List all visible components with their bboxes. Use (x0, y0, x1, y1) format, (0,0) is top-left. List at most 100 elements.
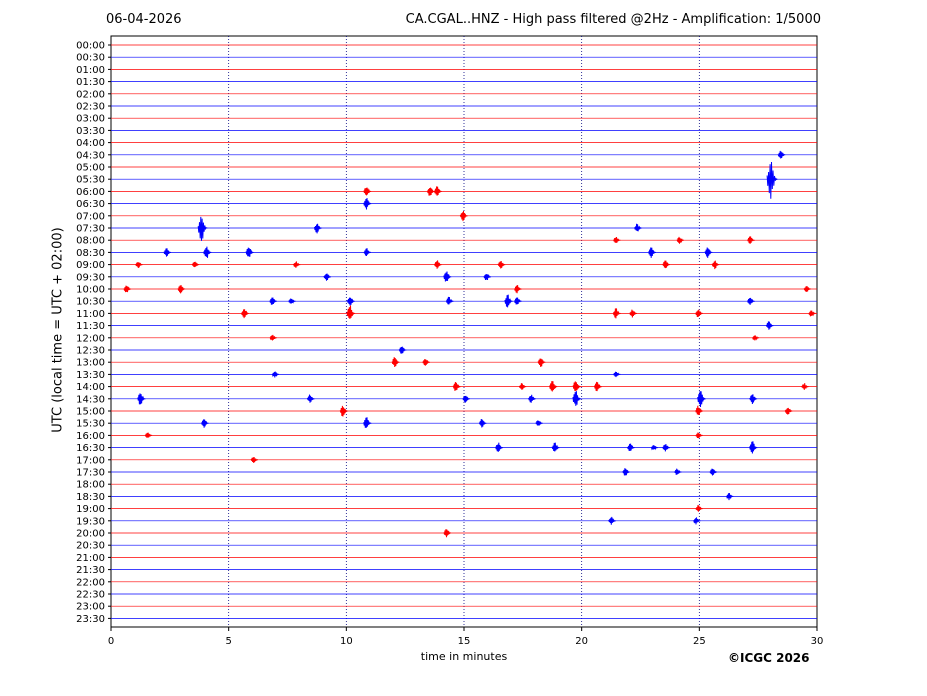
seismic-event (495, 442, 503, 452)
seismic-event (572, 391, 582, 406)
y-tick-label: 09:30 (76, 272, 105, 283)
y-tick-label: 01:00 (76, 65, 105, 76)
y-tick-label: 02:30 (76, 102, 105, 113)
seismic-event (704, 247, 713, 258)
seismic-event (250, 456, 258, 463)
seismic-event (608, 516, 616, 525)
chart-title: CA.CGAL..HNZ - High pass filtered @2Hz -… (405, 12, 821, 27)
y-tick-label: 21:30 (76, 565, 105, 576)
seismic-event (514, 285, 522, 294)
seismic-event (747, 236, 755, 244)
copyright-label: ©ICGC 2026 (728, 651, 810, 665)
seismic-event (346, 297, 355, 306)
seismic-event (245, 247, 254, 257)
x-tick-label: 0 (108, 636, 114, 647)
seismic-event (662, 444, 670, 452)
y-tick-label: 00:00 (76, 41, 105, 52)
seismic-event (443, 271, 452, 282)
seismic-event (749, 441, 758, 454)
y-tick-label: 07:30 (76, 224, 105, 235)
y-tick-label: 13:00 (76, 358, 105, 369)
seismic-event (271, 371, 280, 378)
seismic-event (203, 246, 212, 258)
seismic-event (709, 468, 718, 476)
seismic-event (808, 310, 816, 317)
seismic-event (777, 150, 786, 159)
seismic-event (695, 505, 703, 512)
y-tick-label: 05:30 (76, 175, 105, 186)
y-tick-label: 17:00 (76, 455, 105, 466)
y-tick-label: 11:00 (76, 309, 105, 320)
y-tick-label: 20:00 (76, 529, 105, 540)
seismic-event (478, 418, 487, 428)
y-tick-label: 10:30 (76, 297, 105, 308)
seismic-event (629, 309, 637, 318)
x-tick-label: 20 (575, 636, 588, 647)
y-tick-label: 11:30 (76, 321, 105, 332)
seismic-event (459, 210, 468, 222)
seismic-event (697, 391, 706, 408)
seismic-event (462, 395, 470, 403)
seismic-event (363, 417, 372, 428)
seismic-event (594, 381, 602, 392)
seismic-event (363, 248, 371, 257)
seismic-event (197, 216, 208, 241)
y-tick-label: 07:00 (76, 211, 105, 222)
seismic-event (551, 442, 560, 452)
seismic-event (766, 161, 778, 199)
seismic-event (363, 197, 372, 210)
seismic-event (549, 381, 558, 392)
seismic-event (627, 443, 635, 452)
y-tick-label: 23:30 (76, 614, 105, 625)
seismic-event (144, 432, 153, 438)
seismic-event (803, 286, 811, 292)
seismic-event (293, 261, 301, 268)
seismic-event (434, 260, 442, 269)
y-tick-label: 06:00 (76, 187, 105, 198)
y-tick-label: 08:30 (76, 248, 105, 259)
y-tick-label: 13:30 (76, 370, 105, 381)
y-tick-label: 02:00 (76, 89, 105, 100)
y-tick-label: 09:00 (76, 260, 105, 271)
y-tick-label: 14:00 (76, 382, 105, 393)
y-tick-label: 21:00 (76, 553, 105, 564)
seismic-event (177, 285, 186, 294)
seismic-event (528, 394, 536, 403)
seismic-event (398, 346, 407, 354)
seismic-event (504, 294, 513, 308)
x-tick-label: 10 (340, 636, 353, 647)
y-tick-label: 01:30 (76, 77, 105, 88)
seismic-event (288, 298, 296, 304)
seismic-event (801, 383, 809, 390)
date-label: 06-04-2026 (106, 12, 182, 27)
seismic-event (752, 335, 760, 341)
x-tick-label: 5 (225, 636, 231, 647)
seismic-event (535, 420, 543, 426)
y-tick-label: 22:30 (76, 590, 105, 601)
y-tick-label: 16:30 (76, 443, 105, 454)
y-tick-label: 18:30 (76, 492, 105, 503)
seismic-event (572, 381, 581, 392)
y-tick-label: 20:30 (76, 541, 105, 552)
seismic-event (269, 297, 277, 305)
seismic-event (135, 262, 143, 269)
x-tick-label: 25 (693, 636, 706, 647)
y-tick-label: 19:00 (76, 504, 105, 515)
y-tick-label: 04:00 (76, 138, 105, 149)
seismic-event (693, 517, 701, 525)
seismic-event (346, 305, 356, 320)
seismic-event (191, 261, 200, 268)
seismic-event (137, 393, 146, 405)
seismic-event (634, 223, 642, 232)
y-tick-label: 03:30 (76, 126, 105, 137)
seismic-event (163, 248, 172, 257)
seismic-event (339, 405, 348, 417)
seismic-event (622, 468, 630, 476)
y-tick-label: 12:30 (76, 346, 105, 357)
seismic-event (695, 309, 703, 317)
seismic-event (443, 529, 451, 538)
y-tick-label: 05:00 (76, 163, 105, 174)
seismic-event (613, 371, 621, 378)
x-tick-label: 30 (811, 636, 824, 647)
